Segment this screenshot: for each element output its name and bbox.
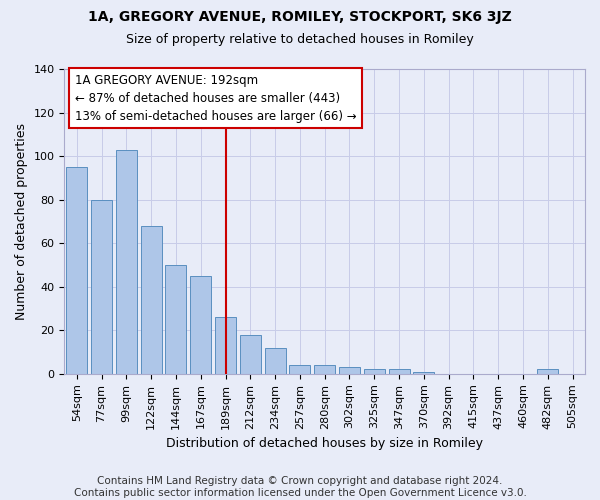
- Bar: [190, 276, 211, 374]
- Bar: [66, 167, 88, 374]
- Bar: [389, 370, 410, 374]
- Y-axis label: Number of detached properties: Number of detached properties: [15, 123, 28, 320]
- Bar: [91, 200, 112, 374]
- Bar: [140, 226, 162, 374]
- Text: Size of property relative to detached houses in Romiley: Size of property relative to detached ho…: [126, 32, 474, 46]
- Text: 1A, GREGORY AVENUE, ROMILEY, STOCKPORT, SK6 3JZ: 1A, GREGORY AVENUE, ROMILEY, STOCKPORT, …: [88, 10, 512, 24]
- Bar: [215, 317, 236, 374]
- Text: Contains HM Land Registry data © Crown copyright and database right 2024.
Contai: Contains HM Land Registry data © Crown c…: [74, 476, 526, 498]
- Bar: [289, 365, 310, 374]
- Text: 1A GREGORY AVENUE: 192sqm
← 87% of detached houses are smaller (443)
13% of semi: 1A GREGORY AVENUE: 192sqm ← 87% of detac…: [75, 74, 356, 122]
- Bar: [240, 334, 261, 374]
- Bar: [537, 370, 559, 374]
- Bar: [413, 372, 434, 374]
- Bar: [166, 265, 187, 374]
- Bar: [339, 368, 360, 374]
- Bar: [314, 365, 335, 374]
- X-axis label: Distribution of detached houses by size in Romiley: Distribution of detached houses by size …: [166, 437, 483, 450]
- Bar: [116, 150, 137, 374]
- Bar: [364, 370, 385, 374]
- Bar: [265, 348, 286, 374]
